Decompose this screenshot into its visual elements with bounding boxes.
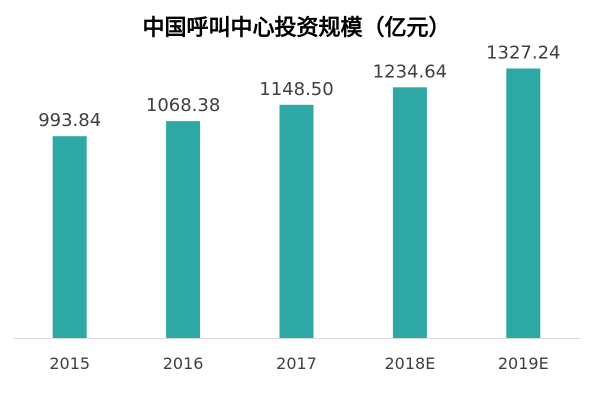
bar-2015	[52, 136, 87, 338]
x-tick-labels-layer: 2015 2016 2017 2018E 2019E	[49, 354, 548, 373]
data-labels-layer: 993.84 1068.38 1148.50 1234.64 1327.24	[38, 43, 560, 132]
bar-2018E	[392, 87, 427, 338]
bar-2016	[166, 121, 201, 338]
data-label-2015: 993.84	[38, 110, 101, 131]
x-tick-label-2019E: 2019E	[498, 354, 549, 373]
data-label-2017: 1148.50	[259, 79, 333, 100]
x-tick-label-2015: 2015	[49, 354, 90, 373]
bar-2017	[279, 104, 314, 338]
x-tick-label-2016: 2016	[163, 354, 204, 373]
bar-2019E	[506, 68, 541, 338]
chart-title: 中国呼叫中心投资规模（亿元）	[142, 16, 451, 41]
data-label-2019E: 1327.24	[486, 43, 560, 64]
data-label-2018E: 1234.64	[373, 61, 447, 82]
x-tick-label-2018E: 2018E	[384, 354, 435, 373]
x-tick-label-2017: 2017	[276, 354, 317, 373]
data-label-2016: 1068.38	[146, 95, 220, 116]
bars-layer	[52, 68, 541, 338]
